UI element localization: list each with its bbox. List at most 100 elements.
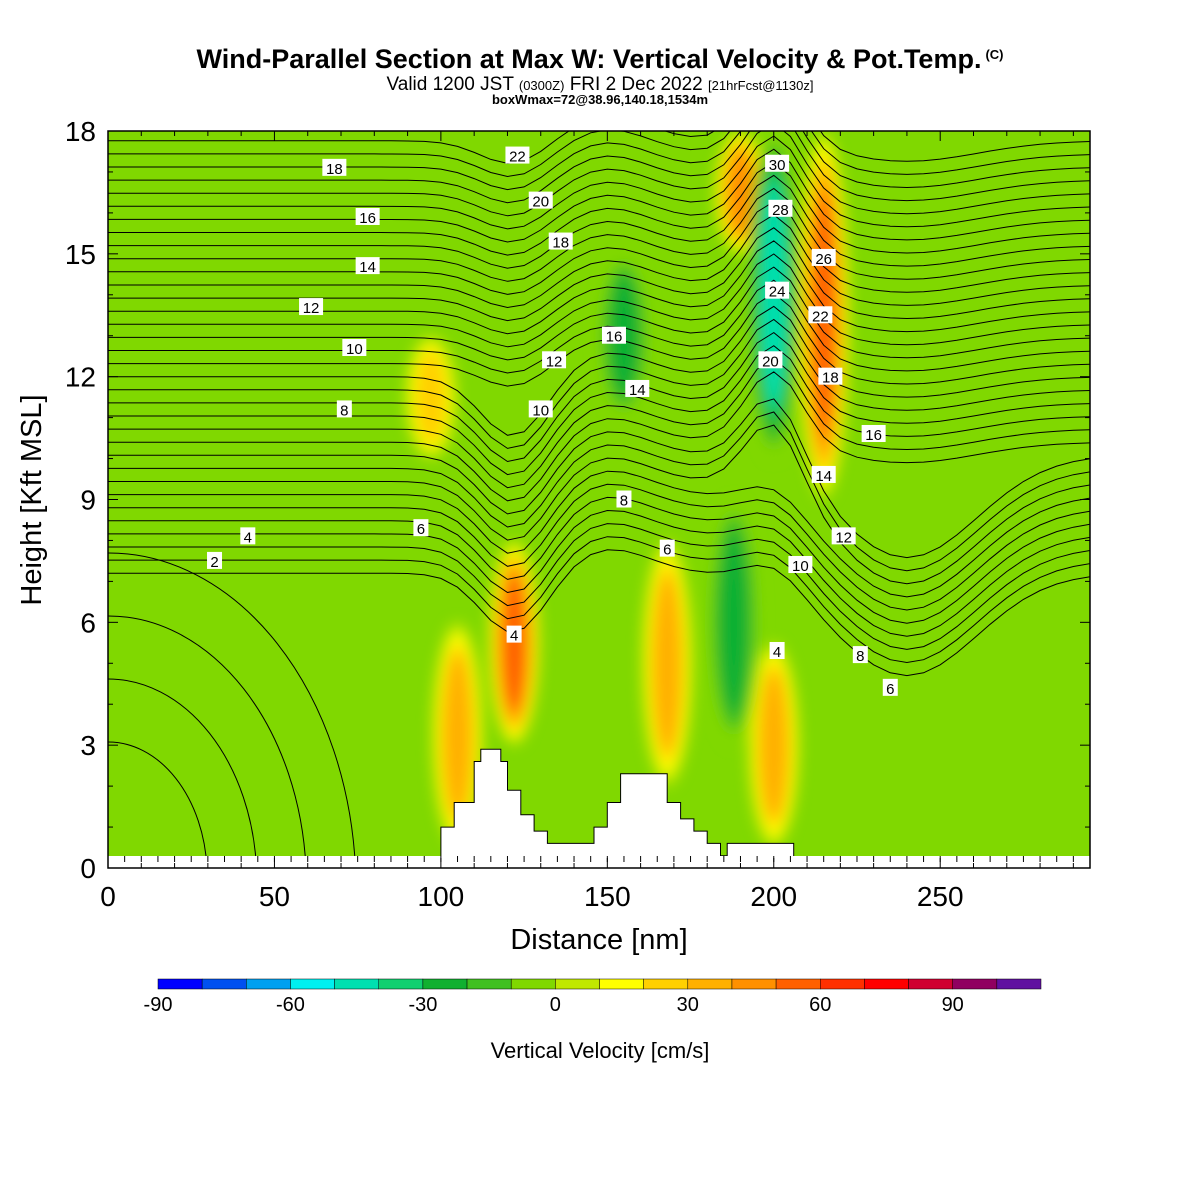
colorbar-swatch-5 [378,978,424,990]
contour-label-17: 8 [620,493,628,510]
colorbar-swatch-13 [731,978,777,990]
colorbar-tick-label: -90 [143,994,173,1016]
isentrope-14 [108,318,1090,449]
colorbar-swatch-17 [908,978,953,990]
contour-label-box-18 [659,539,675,557]
ground-strip [108,856,1090,868]
contour-label-box-8 [413,519,429,537]
y-tick-label-3: 3 [80,730,96,761]
contour-label-box-5 [355,257,380,275]
contour-label-box-7 [322,158,347,176]
isentrope-7 [108,424,1090,585]
subtitle-utc-time: (0300Z) [518,78,565,93]
colorbar-tick-label: 60 [809,994,832,1016]
contour-label-box-19 [769,641,785,659]
colorbar-swatch-15 [820,978,865,990]
contour-label-box-4 [299,298,324,316]
contour-label-box-31 [852,646,868,664]
contour-label-box-6 [355,207,380,225]
contour-label-24: 18 [822,370,839,387]
contour-label-box-25 [758,351,783,369]
colorbar-title: Vertical Velocity [cm/s] [490,1038,710,1063]
isentrope-33 [108,131,1090,164]
contour-label-box-11 [542,351,567,369]
isentrope-30 [108,131,1090,204]
contour-label-box-30 [765,154,790,172]
contour-label-6: 16 [359,210,376,227]
contour-label-box-10 [528,400,553,418]
colorbar-swatch-11 [643,978,689,990]
colorbar-swatch-6 [422,978,468,990]
contour-label-18: 6 [663,542,671,559]
colorbar-swatch-8 [510,978,556,990]
isentrope-11 [108,358,1090,489]
isentrope-15 [108,305,1090,436]
y-axis-label: Height [Kft MSL] [16,394,48,605]
subtitle-valid-time: Valid 1200 JST [386,74,514,95]
isentrope-19 [108,253,1090,348]
contour-label-31: 8 [856,648,864,665]
isentrope-low-2 [108,615,307,868]
contour-label-3: 10 [346,341,363,358]
colorbar-tick-label: -30 [408,994,438,1016]
contour-label-box-22 [811,465,836,483]
contour-label-box-15 [601,326,626,344]
colorbar-swatch-3 [290,978,335,990]
isentrope-22 [108,214,1090,309]
velocity-cell-0-6 [503,575,525,711]
contour-label-box-27 [765,281,790,299]
y-tick-label-9: 9 [80,485,96,516]
velocity-cell-1-4 [444,655,471,815]
y-tick-label-0: 0 [80,853,96,884]
isentrope-28 [108,135,1090,230]
isentrope-2 [108,523,1090,650]
isentrope-3 [108,509,1090,637]
isentrope-1 [108,536,1090,664]
subtitle-forecast: [21hrFcst@1130z] [708,78,814,93]
velocity-cell-6-5 [728,150,753,235]
isentrope-26 [108,161,1090,256]
contour-label-16: 14 [629,382,646,399]
contour-label-8: 6 [417,521,425,538]
isentrope-low-0 [108,741,208,868]
velocity-cell-3-4 [654,576,681,751]
colorbar-swatch-18 [952,978,998,990]
isentrope-12 [108,345,1090,476]
contour-label-box-23 [861,424,886,442]
contour-label-12: 18 [552,235,569,252]
isentrope-5 [108,483,1090,611]
isentrope-31 [108,131,1090,191]
isentrope-6 [108,470,1090,598]
contour-label-box-16 [625,379,650,397]
colorbar-tick-label: 30 [676,994,699,1016]
contour-label-7: 18 [326,161,343,178]
potential-temperature-contours [108,131,1090,868]
axis-ticks [107,130,1090,869]
contour-label-box-1 [240,527,256,545]
contour-label-27: 24 [769,284,786,301]
isentrope-4 [108,496,1090,624]
chart-subtitle-wmax: boxWmax=72@38.96,140.18,1534m [491,92,709,107]
contour-label-4: 12 [303,300,320,317]
colorbar-swatch-10 [599,978,644,990]
terrain [440,748,795,868]
x-tick-label-50: 50 [259,881,290,912]
isentrope-low-3 [108,552,356,868]
colorbar-swatch-4 [334,978,380,990]
isentrope-27 [108,148,1090,243]
isentrope-16 [108,292,1090,387]
velocity-cell-4-4 [760,672,787,818]
isentrope-20 [108,240,1090,335]
contour-label-20: 10 [792,558,809,575]
contour-label-21: 12 [835,529,852,546]
isentrope-18 [108,266,1090,361]
contour-label-0: 2 [210,554,218,571]
plot-area: 2481012141618641012182022161486410121416… [108,131,1090,868]
contour-label-11: 12 [546,353,563,370]
isentrope-8 [108,411,1090,572]
chart-subtitle: Valid 1200 JST (0300Z) FRI 2 Dec 2022 [2… [0,74,1200,96]
contour-label-box-2 [336,400,352,418]
chart-title-text: Wind-Parallel Section at Max W: Vertical… [196,44,982,74]
contour-label-19: 4 [773,644,781,661]
copyright-mark: (C) [985,47,1004,62]
